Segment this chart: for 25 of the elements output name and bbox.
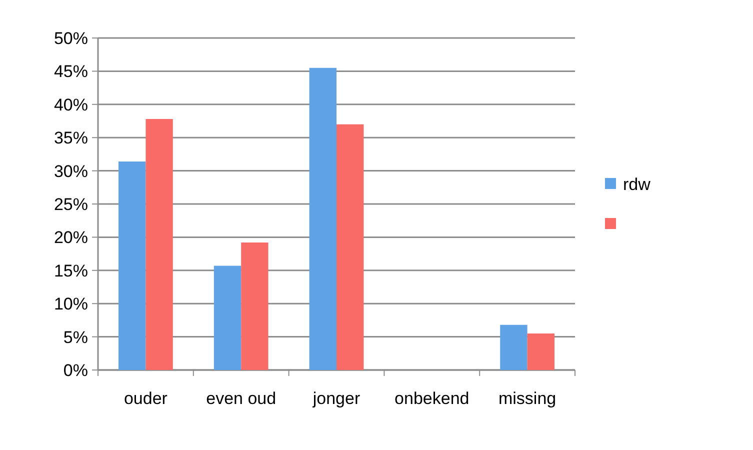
legend-label: rdw xyxy=(623,174,652,194)
bar xyxy=(336,124,364,370)
y-tick-label: 0% xyxy=(63,360,88,380)
y-tick-label: 50% xyxy=(54,28,88,48)
bar xyxy=(309,68,336,370)
y-tick-label: 5% xyxy=(63,328,88,347)
y-tick-label: 45% xyxy=(54,62,88,82)
bar xyxy=(527,333,554,370)
bar xyxy=(500,324,528,370)
y-tick-label: 20% xyxy=(54,228,88,248)
y-tick-label: 10% xyxy=(54,294,88,314)
y-tick-label: 40% xyxy=(54,95,88,114)
x-tick-label: onbekend xyxy=(394,389,470,408)
x-tick-label: even oud xyxy=(206,389,276,408)
y-tick-label: 30% xyxy=(54,162,88,181)
y-tick-label: 15% xyxy=(54,261,88,280)
x-tick-label: ouder xyxy=(124,389,168,408)
bar xyxy=(214,266,242,370)
bar xyxy=(146,119,173,370)
x-tick-label: missing xyxy=(498,389,556,408)
bar xyxy=(241,242,268,370)
bar xyxy=(118,162,146,370)
y-tick-label: 35% xyxy=(54,128,88,148)
x-tick-label: jonger xyxy=(312,389,360,408)
y-tick-label: 25% xyxy=(54,194,88,214)
